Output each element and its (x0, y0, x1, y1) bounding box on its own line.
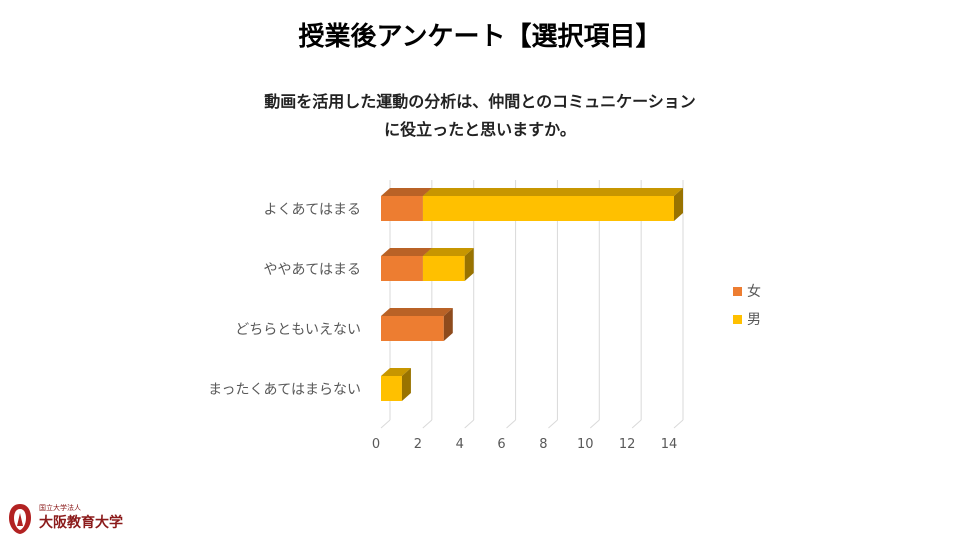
grid-floor-line-1 (422, 419, 433, 429)
legend: 女男 (733, 283, 761, 328)
bar-男-3 (381, 368, 411, 401)
logo-small-text: 国立大学法人 (39, 504, 81, 512)
x-tick-label-1: 2 (414, 437, 422, 452)
bar-女-2 (381, 308, 453, 341)
chart-title-line-2: に役立ったと思いますか。 (384, 120, 576, 139)
logo-name: 大阪教育大学 (39, 515, 123, 531)
bars (381, 188, 683, 401)
bar-男-1 (422, 248, 474, 281)
x-tick-label-6: 12 (619, 437, 636, 452)
chart-title: 動画を活用した運動の分析は、仲間とのコミュニケーション に役立ったと思いますか。 (0, 88, 960, 144)
x-tick-label-7: 14 (661, 437, 678, 452)
category-label-0: よくあてはまる (264, 202, 361, 218)
x-tick-label-4: 8 (539, 437, 547, 452)
category-label-1: ややあてはまる (264, 262, 361, 278)
grid-floor-line-6 (631, 419, 642, 429)
x-tick-labels: 0 2 4 6 8 10 12 14 (372, 437, 677, 452)
grid-floor-line-0 (380, 419, 391, 429)
category-label-2: どちらともいえない (235, 322, 361, 338)
legend-swatch-0 (733, 287, 742, 296)
x-tick-label-3: 6 (497, 437, 505, 452)
chart-title-line-1: 動画を活用した運動の分析は、仲間とのコミュニケーション (264, 92, 696, 111)
university-emblem-icon (9, 504, 31, 534)
grid-floor-line-4 (548, 419, 558, 429)
grid-floor-line-3 (506, 419, 516, 429)
legend-swatch-1 (733, 315, 742, 324)
legend-label-1: 男 (747, 312, 761, 328)
grid-floor-line-2 (464, 419, 475, 429)
grid-floor-line-5 (589, 419, 600, 429)
x-tick-label-0: 0 (372, 437, 380, 452)
bar-男-0 (422, 188, 683, 221)
x-tick-label-5: 10 (577, 437, 594, 452)
x-tick-label-2: 4 (456, 437, 464, 452)
legend-label-0: 女 (747, 283, 761, 300)
slide-title: 授業後アンケート【選択項目】 (298, 22, 662, 52)
bar-女-0 (381, 188, 432, 221)
category-label-3: まったくあてはまらない (208, 382, 361, 398)
grid-floor-line-7 (673, 419, 684, 429)
university-logo: 国立大学法人 大阪教育大学 (6, 500, 146, 538)
